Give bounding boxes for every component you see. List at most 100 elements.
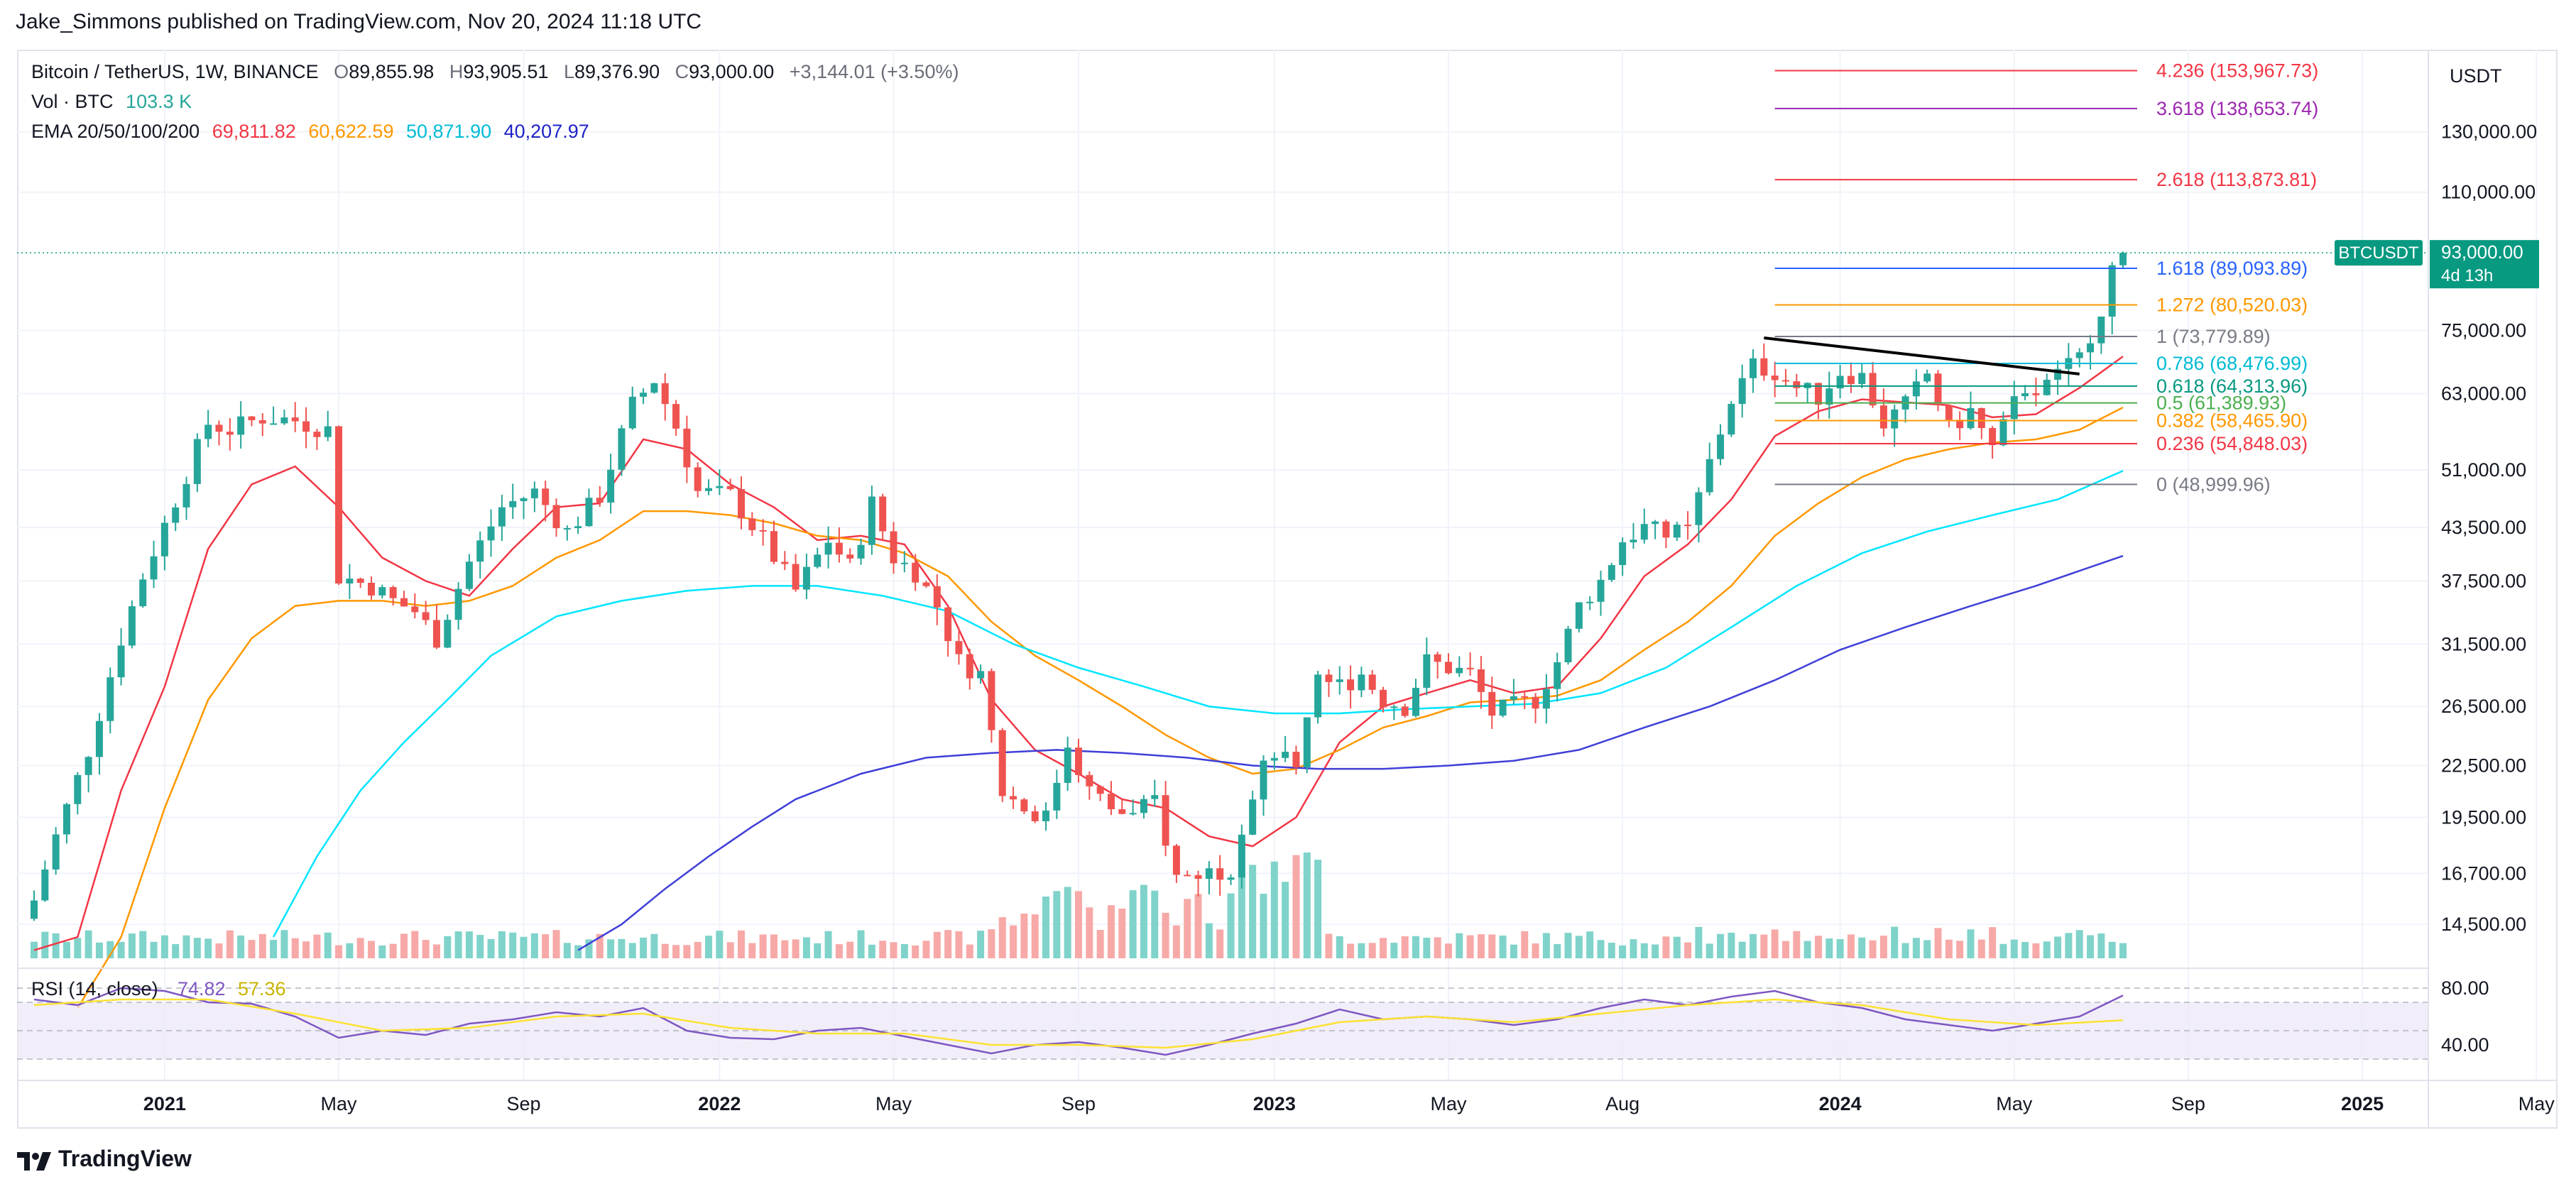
volume-bar [1368, 943, 1376, 958]
price-tick-label: 31,500.00 [2441, 633, 2526, 654]
candle-body [1249, 799, 1257, 835]
candle-body [748, 518, 756, 530]
legend-vol-label[interactable]: Vol · BTC [31, 91, 114, 112]
volume-bar [2075, 930, 2083, 958]
rsi-value: 74.82 [178, 978, 226, 999]
legend-symbol[interactable]: Bitcoin / TetherUS, 1W, BINANCE [31, 61, 319, 82]
legend-ema-label[interactable]: EMA 20/50/100/200 [31, 121, 200, 142]
volume-bar [879, 941, 887, 958]
volume-bar [640, 937, 648, 958]
candle-body [1444, 662, 1452, 674]
candle-body [912, 562, 919, 583]
candle-body [1064, 747, 1071, 783]
volume-bar [1999, 943, 2007, 958]
volume-bar [1401, 936, 1409, 958]
candle-body [62, 804, 70, 835]
candle-body [1825, 388, 1833, 405]
candle-body [1597, 579, 1605, 602]
volume-bar [84, 930, 92, 958]
volume-bar [1129, 890, 1137, 958]
candle-body [248, 416, 256, 421]
candle-body [977, 671, 985, 679]
volume-bar [117, 941, 125, 958]
candle-body [258, 420, 266, 424]
volume-bar [530, 933, 538, 958]
legend-ema: EMA 20/50/100/200 69,811.82 60,622.59 50… [31, 121, 589, 143]
volume-bar [1781, 941, 1789, 958]
volume-bar [1053, 891, 1061, 958]
candle-body [52, 834, 60, 870]
legend-vol-value: 103.3 K [126, 91, 192, 112]
candle-body [1728, 403, 1735, 435]
volume-bar [1499, 935, 1507, 958]
volume-bar [781, 940, 789, 958]
fib-label: 4.236 (153,967.73) [2156, 60, 2318, 82]
candle-body [1096, 786, 1104, 794]
candle-body [1858, 373, 1866, 384]
candle-body [389, 587, 397, 598]
candle-body [1031, 811, 1039, 821]
candle-body [454, 588, 462, 620]
candle-body [542, 488, 550, 505]
candle-body [661, 383, 669, 405]
volume-bar [1096, 929, 1104, 958]
candle-body [1184, 875, 1191, 877]
candle-body [1640, 524, 1648, 540]
candle-body [1564, 628, 1572, 662]
volume-bar [52, 933, 60, 958]
candle-body [1760, 358, 1768, 376]
candle-body [498, 507, 506, 527]
candle-body [563, 528, 571, 530]
volume-bar [748, 943, 756, 958]
volume-bar [1151, 890, 1159, 958]
candle-body [172, 507, 180, 523]
volume-bar [454, 931, 462, 958]
candle-body [193, 439, 201, 484]
candle-body [1205, 868, 1213, 880]
candle-body [988, 671, 995, 730]
volume-bar [95, 942, 103, 958]
tradingview-logo[interactable]: TradingView [17, 1146, 192, 1172]
candle-body [74, 774, 82, 804]
candle-body [465, 561, 473, 589]
candle-body [1227, 877, 1235, 880]
candle-body [204, 424, 212, 439]
volume-bar [346, 943, 354, 958]
chart-frame[interactable] [17, 50, 2558, 1129]
volume-bar [944, 930, 952, 958]
volume-bar [1031, 914, 1039, 958]
candle-body [356, 579, 364, 583]
volume-bar [1836, 939, 1844, 958]
candle-body [95, 720, 103, 757]
axes: USDT 130,000.00 110,000.00 75,000.00 63,000.… [17, 50, 2558, 1129]
tradingview-brand: TradingView [58, 1146, 192, 1171]
volume-bar [2097, 933, 2105, 958]
candle-body [31, 900, 38, 919]
candle-body [770, 531, 777, 562]
candle-body [324, 426, 332, 437]
trendline-resistance [1764, 336, 2080, 376]
candle-body [2054, 368, 2062, 380]
volume-bar [1564, 933, 1572, 958]
volume-bar [705, 936, 713, 958]
candle-body [1956, 420, 1964, 429]
ema100-line [273, 470, 2124, 938]
candle-body [716, 486, 724, 488]
legend-change: +3,144.01 (+3.50%) [789, 61, 959, 82]
candle-body [270, 423, 278, 425]
candle-body [585, 498, 593, 527]
candle-body [1466, 667, 1474, 669]
volume-bar [2021, 942, 2029, 958]
fib-label: 1 (73,779.89) [2156, 326, 2271, 347]
volume-bar [280, 930, 288, 958]
candle-body [1270, 757, 1278, 761]
volume-bar [498, 931, 506, 958]
candle-body [1162, 795, 1169, 846]
candle-body [160, 522, 168, 557]
time-tick-label: 2024 [1819, 1093, 1862, 1114]
volume-bar [1270, 861, 1278, 958]
candle-body [128, 606, 136, 646]
symbol-tag [2335, 240, 2423, 266]
candle-body [313, 432, 321, 437]
